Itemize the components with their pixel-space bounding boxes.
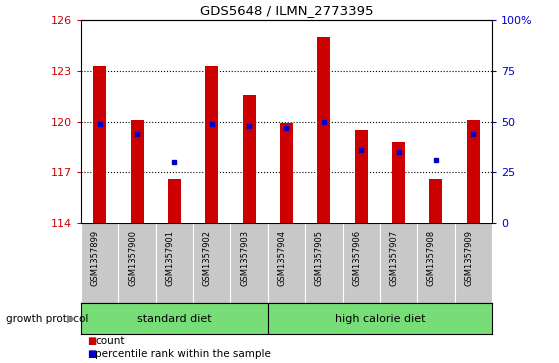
Bar	[168, 179, 181, 223]
Bar	[467, 120, 480, 223]
Text: GSM1357905: GSM1357905	[315, 230, 324, 286]
Text: GSM1357906: GSM1357906	[352, 230, 361, 286]
Bar	[392, 142, 405, 223]
Text: ■: ■	[87, 336, 96, 346]
Text: high calorie diet: high calorie diet	[335, 314, 425, 323]
Bar	[243, 94, 255, 223]
Bar	[318, 37, 330, 223]
Bar	[93, 66, 106, 223]
Text: percentile rank within the sample: percentile rank within the sample	[95, 349, 271, 359]
Bar	[131, 120, 144, 223]
Text: count: count	[95, 336, 125, 346]
Text: GSM1357901: GSM1357901	[165, 230, 174, 286]
Text: GSM1357904: GSM1357904	[277, 230, 286, 286]
Text: GSM1357899: GSM1357899	[91, 230, 100, 286]
Text: standard diet: standard diet	[137, 314, 212, 323]
Title: GDS5648 / ILMN_2773395: GDS5648 / ILMN_2773395	[200, 4, 373, 17]
Bar	[354, 130, 368, 223]
Bar	[429, 179, 442, 223]
Bar	[205, 66, 219, 223]
Text: GSM1357909: GSM1357909	[464, 230, 473, 286]
Text: GSM1357908: GSM1357908	[427, 230, 436, 286]
Text: GSM1357903: GSM1357903	[240, 230, 249, 286]
Text: GSM1357900: GSM1357900	[128, 230, 137, 286]
Text: ▶: ▶	[67, 314, 75, 323]
Text: GSM1357907: GSM1357907	[390, 230, 399, 286]
Bar	[280, 123, 293, 223]
Text: ■: ■	[87, 349, 96, 359]
Text: growth protocol: growth protocol	[6, 314, 88, 323]
Text: GSM1357902: GSM1357902	[203, 230, 212, 286]
